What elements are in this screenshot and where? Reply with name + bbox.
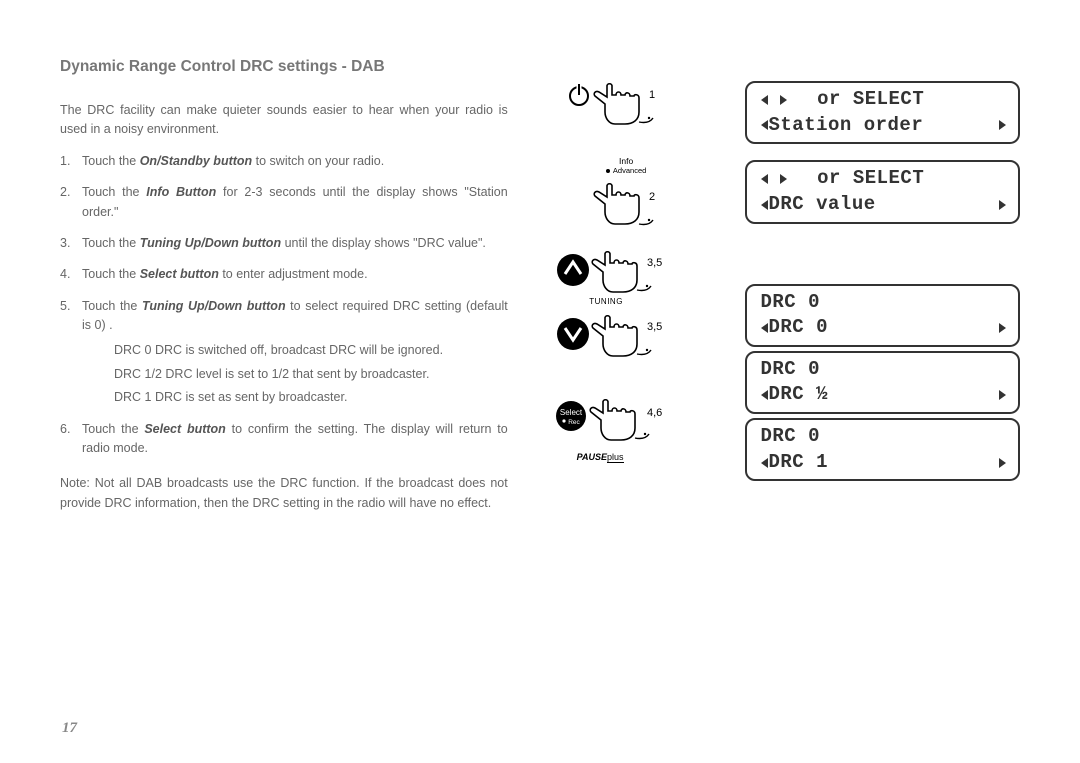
text: Touch the <box>82 422 144 436</box>
text: until the display shows "DRC value". <box>281 236 486 250</box>
text-column: Dynamic Range Control DRC settings - DAB… <box>60 55 508 513</box>
step-num: 1 <box>649 89 655 101</box>
step-icon-4: Select Rec 4,6 <box>528 398 725 458</box>
step-icon-2: 2 <box>528 180 725 236</box>
text: or SELECT <box>781 166 924 192</box>
left-arrow-icon <box>761 200 768 210</box>
lcd-line: DRC ½ <box>761 382 1007 408</box>
text: DRC 1 <box>769 450 829 476</box>
text: DRC 0 <box>761 424 821 450</box>
step-num: 3,5 <box>647 257 662 269</box>
lcd-panel-1: or SELECT Station order <box>745 81 1021 144</box>
lcd-panel-2: or SELECT DRC value <box>745 160 1021 223</box>
step-6: Touch the Select button to confirm the s… <box>60 420 508 459</box>
bold: Info Button <box>146 185 216 199</box>
info-label: Info Advanced <box>606 157 646 176</box>
text: Info <box>619 156 633 166</box>
icon-column: 1 Info Advanced 2 <box>528 55 725 513</box>
select-label: Select <box>560 408 583 417</box>
bold: Tuning Up/Down button <box>140 236 281 250</box>
step-4: Touch the Select button to enter adjustm… <box>60 265 508 284</box>
sub-item: DRC 0 DRC is switched off, broadcast DRC… <box>114 341 508 360</box>
sub-list: DRC 0 DRC is switched off, broadcast DRC… <box>82 341 508 407</box>
left-arrow-icon <box>761 120 768 130</box>
page-title: Dynamic Range Control DRC settings - DAB <box>60 55 508 79</box>
dot-icon <box>606 169 610 173</box>
lcd-panel-3: DRC 0 DRC 0 <box>745 284 1021 347</box>
right-arrow-icon <box>999 458 1006 468</box>
bold: Tuning Up/Down button <box>142 299 286 313</box>
lcd-line: DRC value <box>761 192 1007 218</box>
text: Touch the <box>82 185 146 199</box>
note-text: Note: Not all DAB broadcasts use the DRC… <box>60 474 508 513</box>
text: to enter adjustment mode. <box>219 267 368 281</box>
step-num: 3,5 <box>647 321 662 333</box>
sub-item: DRC 1/2 DRC level is set to 1/2 that sen… <box>114 365 508 384</box>
lcd-line: DRC 0 <box>761 357 1007 383</box>
text: Touch the <box>82 236 140 250</box>
intro-text: The DRC facility can make quieter sounds… <box>60 101 508 140</box>
step-num: 4,6 <box>647 407 662 419</box>
text: Touch the <box>82 299 142 313</box>
lcd-line: or SELECT <box>761 87 1007 113</box>
left-arrow-icon <box>761 174 768 184</box>
step-num: 2 <box>649 191 655 203</box>
text: to switch on your radio. <box>252 154 384 168</box>
lcd-line: DRC 0 <box>761 424 1007 450</box>
left-arrow-icon <box>761 390 768 400</box>
lcd-line: DRC 1 <box>761 450 1007 476</box>
lcd-line: or SELECT <box>761 166 1007 192</box>
step-icon-3-up: 3,5 <box>528 244 725 296</box>
left-arrow-icon <box>761 323 768 333</box>
text: DRC 0 <box>769 315 829 341</box>
step-icon-3-down: 3,5 <box>528 308 725 360</box>
manual-page: Dynamic Range Control DRC settings - DAB… <box>0 0 1080 543</box>
left-arrow-icon <box>761 458 768 468</box>
lcd-line: DRC 0 <box>761 290 1007 316</box>
step-1: Touch the On/Standby button to switch on… <box>60 152 508 171</box>
text: DRC value <box>769 192 876 218</box>
lcd-line: DRC 0 <box>761 315 1007 341</box>
step-icon-1: 1 <box>528 73 725 139</box>
right-arrow-icon <box>999 200 1006 210</box>
step-5: Touch the Tuning Up/Down button to selec… <box>60 297 508 408</box>
text: Touch the <box>82 154 140 168</box>
rec-label: Rec <box>568 419 580 426</box>
lcd-line: Station order <box>761 113 1007 139</box>
instruction-list: Touch the On/Standby button to switch on… <box>60 152 508 459</box>
text: DRC ½ <box>769 382 829 408</box>
step-2: Touch the Info Button for 2-3 seconds un… <box>60 183 508 222</box>
right-arrow-icon <box>999 390 1006 400</box>
text: DRC 0 <box>761 290 821 316</box>
left-arrow-icon <box>761 95 768 105</box>
lcd-panel-5: DRC 0 DRC 1 <box>745 418 1021 481</box>
bold: Select button <box>144 422 226 436</box>
page-number: 17 <box>62 720 77 737</box>
text: Touch the <box>82 267 140 281</box>
right-arrow-icon <box>999 120 1006 130</box>
text: Station order <box>769 113 924 139</box>
step-3: Touch the Tuning Up/Down button until th… <box>60 234 508 253</box>
lcd-panel-4: DRC 0 DRC ½ <box>745 351 1021 414</box>
text: DRC 0 <box>761 357 821 383</box>
bold: On/Standby button <box>140 154 252 168</box>
lcd-column: or SELECT Station order or SELECT DRC va… <box>745 55 1021 513</box>
bold: Select button <box>140 267 219 281</box>
right-arrow-icon <box>999 323 1006 333</box>
text: or SELECT <box>781 87 924 113</box>
sub-item: DRC 1 DRC is set as sent by broadcaster. <box>114 388 508 407</box>
tuning-label: TUNING <box>589 298 623 307</box>
text: Advanced <box>613 166 646 175</box>
